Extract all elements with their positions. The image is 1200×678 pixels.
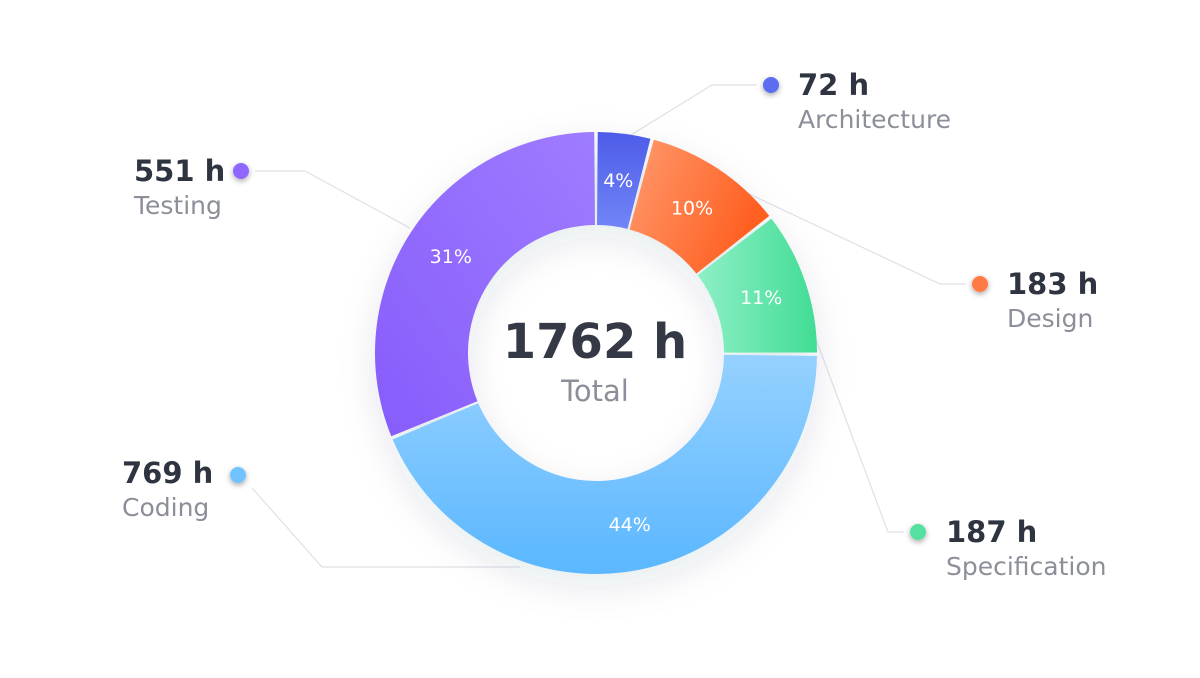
slice-specification	[697, 218, 817, 353]
legend-dot-coding	[230, 467, 246, 483]
callout-label: Testing	[134, 191, 222, 220]
callout-value: 551 h	[134, 154, 226, 188]
percent-label-testing: 31%	[430, 246, 472, 268]
callout-testing: 551 h Testing	[134, 153, 434, 223]
callout-specification: 187 h Specification	[946, 514, 1200, 584]
slice-testing	[375, 132, 595, 437]
callout-architecture: 72 h Architecture	[798, 67, 1098, 137]
callout-value: 183 h	[1007, 267, 1099, 301]
total-summary: 1762 h Total	[495, 311, 695, 409]
callout-value: 72 h	[798, 68, 870, 102]
percent-labels: 4% 10% 11% 44% 31%	[430, 170, 783, 536]
legend-dots	[230, 77, 988, 540]
callout-label: Architecture	[798, 105, 952, 134]
leader-line-architecture	[625, 84, 757, 139]
leader-line-coding	[251, 487, 520, 568]
leader-line-testing	[255, 170, 411, 229]
callout-label: Design	[1007, 304, 1094, 333]
legend-dot-design	[972, 276, 988, 292]
slice-architecture	[597, 132, 651, 229]
percent-label-coding: 44%	[609, 514, 651, 536]
leader-lines	[251, 84, 966, 568]
callout-value: 769 h	[122, 456, 214, 490]
total-label: Total	[561, 374, 629, 408]
percent-label-architecture: 4%	[603, 170, 633, 192]
callout-value: 187 h	[946, 515, 1038, 549]
callout-design: 183 h Design	[1007, 266, 1200, 336]
callout-label: Coding	[122, 493, 210, 522]
callout-coding: 769 h Coding	[122, 455, 422, 525]
slice-coding	[392, 354, 817, 574]
leader-line-specification	[807, 317, 904, 533]
percent-label-design: 10%	[671, 197, 713, 219]
leader-line-design	[744, 191, 966, 285]
percent-label-specification: 11%	[740, 287, 782, 309]
legend-dot-specification	[910, 524, 926, 540]
legend-dot-architecture	[763, 77, 779, 93]
total-value: 1762 h	[502, 314, 688, 370]
slices	[375, 132, 817, 574]
callout-label: Specification	[946, 552, 1107, 581]
slice-design	[629, 139, 770, 274]
legend-dot-testing	[233, 163, 249, 179]
